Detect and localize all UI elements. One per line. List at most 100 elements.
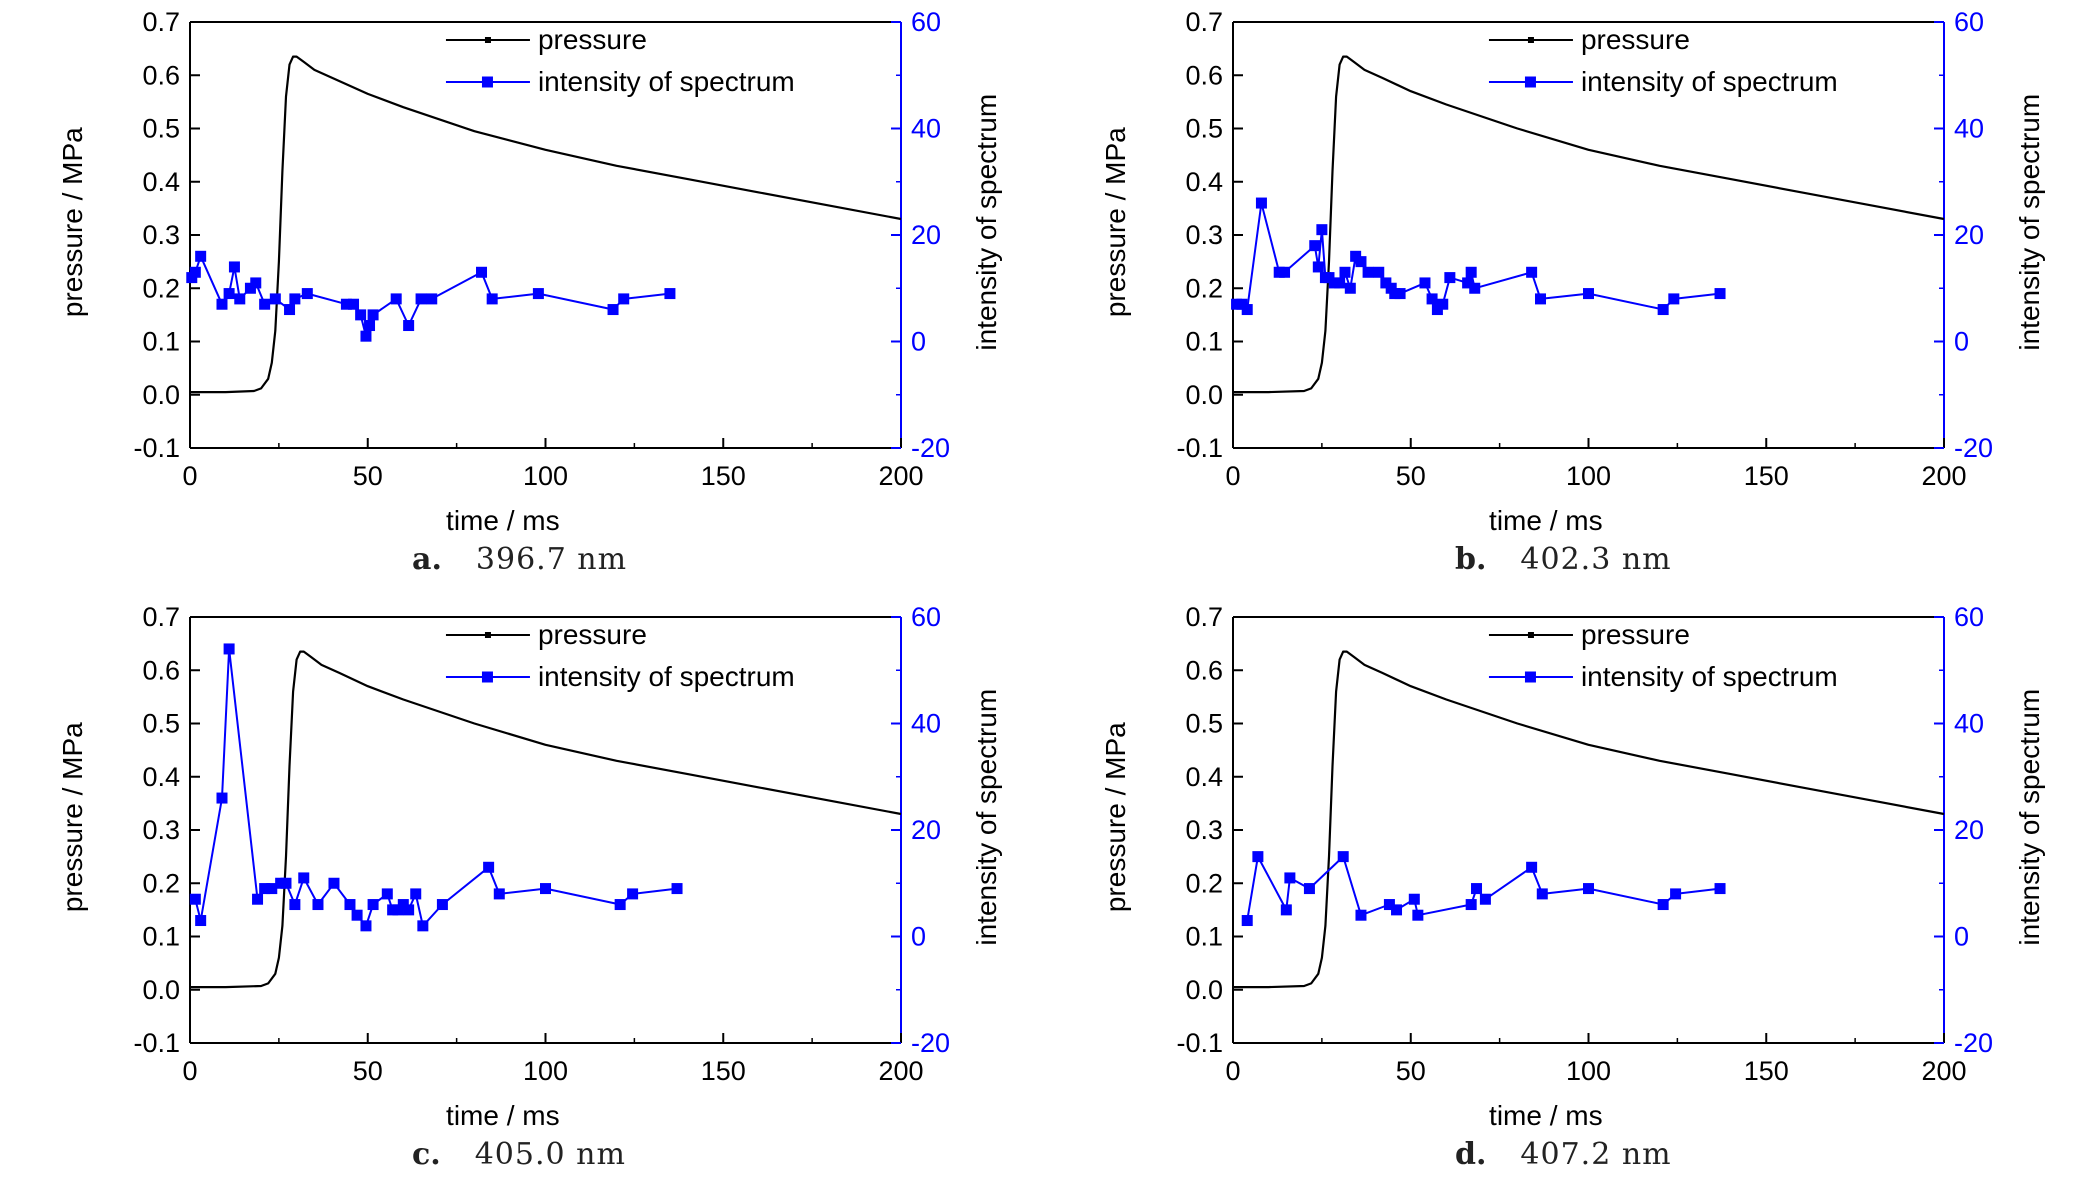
data-point bbox=[259, 883, 271, 895]
data-point bbox=[284, 304, 296, 316]
data-point bbox=[360, 920, 372, 932]
data-point bbox=[1583, 883, 1594, 895]
data-point bbox=[367, 309, 379, 321]
x-tick-label: 50 bbox=[1396, 1056, 1426, 1086]
y-tick-label: 0.3 bbox=[142, 220, 180, 250]
y-tick-label: 0.4 bbox=[142, 167, 180, 197]
y-tick-label: -0.1 bbox=[1176, 1028, 1223, 1058]
y-tick-label: 0.7 bbox=[1185, 7, 1223, 37]
y-axis-label: pressure / MPa bbox=[57, 127, 88, 317]
chart-panel-1: 0 50 100 150 200-0.10.00.10.20.30.40.50.60.7… bbox=[57, 7, 1002, 536]
data-point bbox=[540, 883, 551, 895]
x-tick-label: 0 bbox=[182, 461, 197, 491]
legend-label: intensity of spectrum bbox=[538, 66, 795, 97]
data-point bbox=[195, 915, 207, 927]
legend-marker bbox=[1527, 632, 1534, 638]
legend-entry: intensity of spectrum bbox=[1488, 66, 1838, 97]
y2-tick-label: -20 bbox=[911, 1028, 950, 1058]
y-tick-label: 0.7 bbox=[142, 7, 180, 37]
data-point bbox=[223, 288, 235, 300]
data-point bbox=[195, 250, 207, 262]
legend-label: pressure bbox=[538, 24, 647, 55]
data-point bbox=[228, 261, 240, 273]
y-tick-label: 0.7 bbox=[142, 602, 180, 632]
series-line-pressure bbox=[1233, 650, 1945, 989]
data-point bbox=[367, 899, 379, 911]
x-tick-label: 50 bbox=[1396, 461, 1426, 491]
series-line-pressure bbox=[1233, 55, 1945, 394]
data-point bbox=[1355, 909, 1367, 921]
y-tick-label: 0.5 bbox=[142, 709, 180, 739]
y-tick-label: 0.6 bbox=[1185, 60, 1223, 90]
data-point bbox=[1362, 266, 1374, 278]
y-tick-label: -0.1 bbox=[133, 1028, 180, 1058]
x-tick-label: 200 bbox=[878, 461, 923, 491]
data-point bbox=[1339, 266, 1351, 278]
data-point bbox=[1526, 861, 1538, 873]
x-tick-label: 200 bbox=[878, 1056, 923, 1086]
data-point bbox=[216, 298, 228, 310]
legend-entry: intensity of spectrum bbox=[445, 661, 795, 692]
y-tick-label: 0.4 bbox=[1185, 762, 1223, 792]
legend-marker bbox=[484, 37, 491, 43]
y-tick-label: 0.1 bbox=[142, 922, 180, 952]
legend-marker bbox=[1524, 671, 1536, 683]
data-point bbox=[1312, 261, 1324, 273]
y2-axis-label: intensity of spectrum bbox=[971, 94, 1002, 351]
series-line-pressure bbox=[190, 55, 902, 394]
data-point bbox=[1373, 266, 1385, 278]
data-point bbox=[1408, 893, 1420, 905]
x-tick-label: 50 bbox=[353, 461, 383, 491]
data-point bbox=[1670, 888, 1682, 900]
data-point bbox=[486, 293, 498, 305]
x-tick-label: 150 bbox=[1744, 461, 1789, 491]
legend-label: intensity of spectrum bbox=[1581, 66, 1838, 97]
y2-tick-label: 0 bbox=[911, 922, 926, 952]
data-point bbox=[301, 288, 313, 300]
data-point bbox=[1462, 277, 1474, 289]
data-point bbox=[223, 643, 235, 655]
data-point bbox=[1316, 224, 1328, 236]
y-tick-label: 0.5 bbox=[1185, 709, 1223, 739]
legend-entry: intensity of spectrum bbox=[1488, 661, 1838, 692]
legend-entry: intensity of spectrum bbox=[445, 66, 795, 97]
data-point bbox=[664, 288, 676, 300]
data-point bbox=[280, 877, 292, 889]
data-point bbox=[1383, 899, 1395, 911]
y-tick-label: 0.3 bbox=[1185, 815, 1223, 845]
caption-letter: b. bbox=[1455, 542, 1487, 577]
x-axis-label: time / ms bbox=[1489, 1100, 1603, 1131]
data-point bbox=[1252, 851, 1264, 863]
data-point bbox=[259, 298, 271, 310]
data-point bbox=[483, 861, 495, 873]
y2-tick-label: 0 bbox=[911, 327, 926, 357]
x-tick-label: 100 bbox=[523, 1056, 568, 1086]
data-point bbox=[289, 293, 301, 305]
data-point bbox=[403, 904, 415, 916]
y2-tick-label: 60 bbox=[1954, 602, 1984, 632]
caption-letter: c. bbox=[412, 1137, 441, 1172]
y2-tick-label: 20 bbox=[1954, 220, 1984, 250]
data-point bbox=[1344, 282, 1356, 294]
data-point bbox=[436, 899, 448, 911]
data-point bbox=[1241, 304, 1253, 316]
data-point bbox=[1657, 899, 1669, 911]
legend-entry: pressure bbox=[445, 619, 647, 650]
data-point bbox=[234, 293, 246, 305]
data-point bbox=[415, 293, 427, 305]
data-point bbox=[1309, 240, 1321, 252]
caption-letter: d. bbox=[1455, 1137, 1487, 1172]
caption-wavelength: 402.3 nm bbox=[1520, 542, 1672, 577]
y2-tick-label: -20 bbox=[1954, 433, 1993, 463]
y2-tick-label: 0 bbox=[1954, 922, 1969, 952]
x-tick-label: 150 bbox=[701, 1056, 746, 1086]
x-tick-label: 0 bbox=[1225, 461, 1240, 491]
y2-tick-label: -20 bbox=[1954, 1028, 1993, 1058]
x-tick-label: 0 bbox=[182, 1056, 197, 1086]
panel-caption: d. 407.2 nm bbox=[1455, 1137, 1672, 1172]
y-tick-label: 0.2 bbox=[142, 273, 180, 303]
data-point bbox=[344, 899, 356, 911]
data-point bbox=[1419, 277, 1431, 289]
series-line-intensity bbox=[1246, 855, 1721, 921]
y2-tick-label: 20 bbox=[1954, 815, 1984, 845]
